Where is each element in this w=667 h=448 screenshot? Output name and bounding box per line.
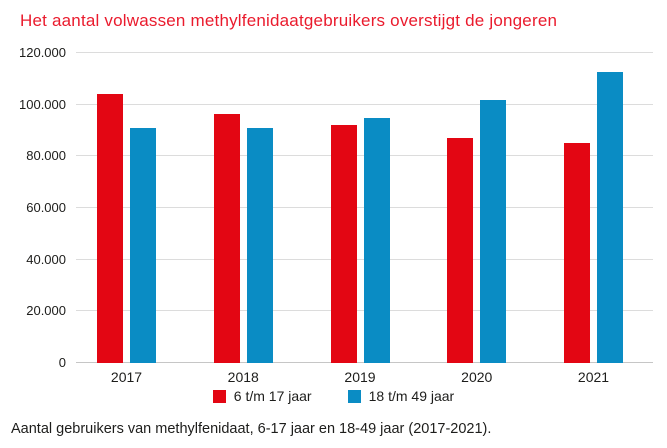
chart-caption: Aantal gebruikers van methylfenidaat, 6-… <box>11 421 492 437</box>
bar-group-2019: 2019 <box>330 53 390 385</box>
legend: 6 t/m 17 jaar 18 t/m 49 jaar <box>0 388 667 404</box>
bar-2018-6-t-m-17-jaar <box>213 113 240 363</box>
bar-group-2017: 2017 <box>97 53 156 385</box>
y-axis-tick-label: 80.000 <box>26 148 66 164</box>
y-axis-tick-label: 40.000 <box>26 251 66 267</box>
bar-group-2021: 2021 <box>564 53 623 385</box>
legend-label: 18 t/m 49 jaar <box>368 388 455 404</box>
bar-2017-6-t-m-17-jaar <box>97 94 123 363</box>
y-axis-tick-label: 0 <box>58 355 66 370</box>
legend-swatch-icon <box>212 389 226 403</box>
y-axis-tick-label: 60.000 <box>26 200 66 215</box>
x-axis-label: 2017 <box>110 369 143 385</box>
y-axis-tick-label: 120.000 <box>19 45 66 60</box>
bar-2021-6-t-m-17-jaar <box>564 143 590 363</box>
legend-label: 6 t/m 17 jaar <box>233 388 312 404</box>
bar-2020-6-t-m-17-jaar <box>447 138 474 363</box>
plot-area: 0 20.000 40.000 60.000 80.000 100.000 120.000 2… <box>19 45 653 385</box>
x-axis-label: 2020 <box>461 369 493 385</box>
bar-groups: 2017 2018 2019 2020 2021 <box>76 53 653 385</box>
bar-2018-18-t-m-49-jaar <box>246 127 273 363</box>
bar-2020-18-t-m-49-jaar <box>480 99 507 363</box>
legend-swatch-icon <box>347 389 361 403</box>
x-axis-label: 2018 <box>227 369 259 385</box>
y-axis-tick-label: 20.000 <box>26 303 66 319</box>
bar-2021-18-t-m-49-jaar <box>597 72 623 363</box>
gridline <box>76 52 653 53</box>
chart-title: Het aantal volwassen methylfenidaatgebru… <box>20 11 558 30</box>
bar-2019-6-t-m-17-jaar <box>330 125 357 363</box>
x-axis-label: 2019 <box>344 369 376 385</box>
bar-2017-18-t-m-49-jaar <box>130 127 156 363</box>
bar-group-2018: 2018 <box>213 53 273 385</box>
y-axis-tick-label: 100.000 <box>19 96 66 112</box>
gridline <box>76 103 653 105</box>
legend-item: 18 t/m 49 jaar <box>347 388 455 404</box>
x-axis-label: 2021 <box>577 369 610 385</box>
bar-2019-18-t-m-49-jaar <box>363 117 390 363</box>
legend-item: 6 t/m 17 jaar <box>212 388 312 404</box>
bar-group-2020: 2020 <box>447 53 507 385</box>
